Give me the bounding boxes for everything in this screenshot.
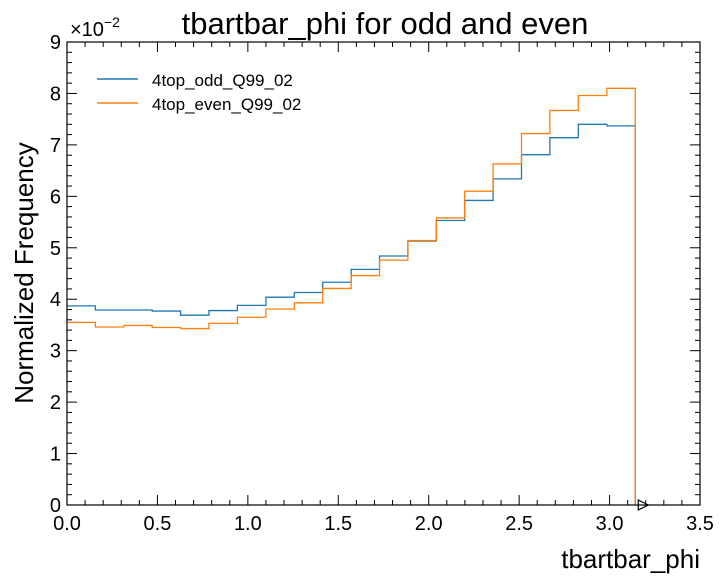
y-tick-label: 0	[50, 495, 61, 517]
y-scale-base: ×10	[70, 19, 104, 41]
tick-labels: 0.0 0.5 1.0 1.5 2.0 2.5 3.0 3.5 0 1 2 3 4 5 6 7 8 9	[50, 32, 714, 535]
y-tick-label: 5	[50, 238, 61, 260]
y-tick-label: 4	[50, 289, 61, 311]
y-tick-label: 2	[50, 392, 61, 414]
y-tick-label: 8	[50, 83, 61, 105]
chart-title: tbartbar_phi for odd and even	[182, 6, 589, 41]
x-axis-label: tbartbar_phi	[561, 544, 700, 574]
x-tick-label: 2.0	[415, 513, 443, 535]
legend-label: 4top_even_Q99_02	[152, 95, 301, 114]
x-tick-label: 3.5	[686, 513, 714, 535]
y-tick-label: 1	[50, 444, 61, 466]
legend: 4top_odd_Q99_02 4top_even_Q99_02	[97, 71, 301, 114]
x-tick-label: 0.5	[144, 513, 172, 535]
y-scale-exponent: −2	[104, 14, 120, 30]
y-axis-label: Normalized Frequency	[9, 142, 39, 404]
y-tick-label: 7	[50, 135, 61, 157]
y-axis-scale-factor: ×10−2	[70, 14, 120, 41]
x-tick-label: 3.0	[596, 513, 624, 535]
series-line-0	[67, 123, 636, 505]
plot-area	[67, 87, 636, 505]
x-tick-label: 1.0	[234, 513, 262, 535]
series-line-1	[67, 87, 636, 505]
x-tick-label: 1.5	[324, 513, 352, 535]
legend-label: 4top_odd_Q99_02	[152, 71, 293, 90]
y-tick-label: 6	[50, 186, 61, 208]
x-tick-label: 2.5	[505, 513, 533, 535]
plot-frame	[66, 41, 701, 506]
overflow-arrow-icon	[637, 499, 650, 511]
x-tick-label: 0.0	[53, 513, 81, 535]
y-tick-label: 3	[50, 341, 61, 363]
axis-ticks	[66, 41, 701, 506]
y-tick-label: 9	[50, 32, 61, 54]
